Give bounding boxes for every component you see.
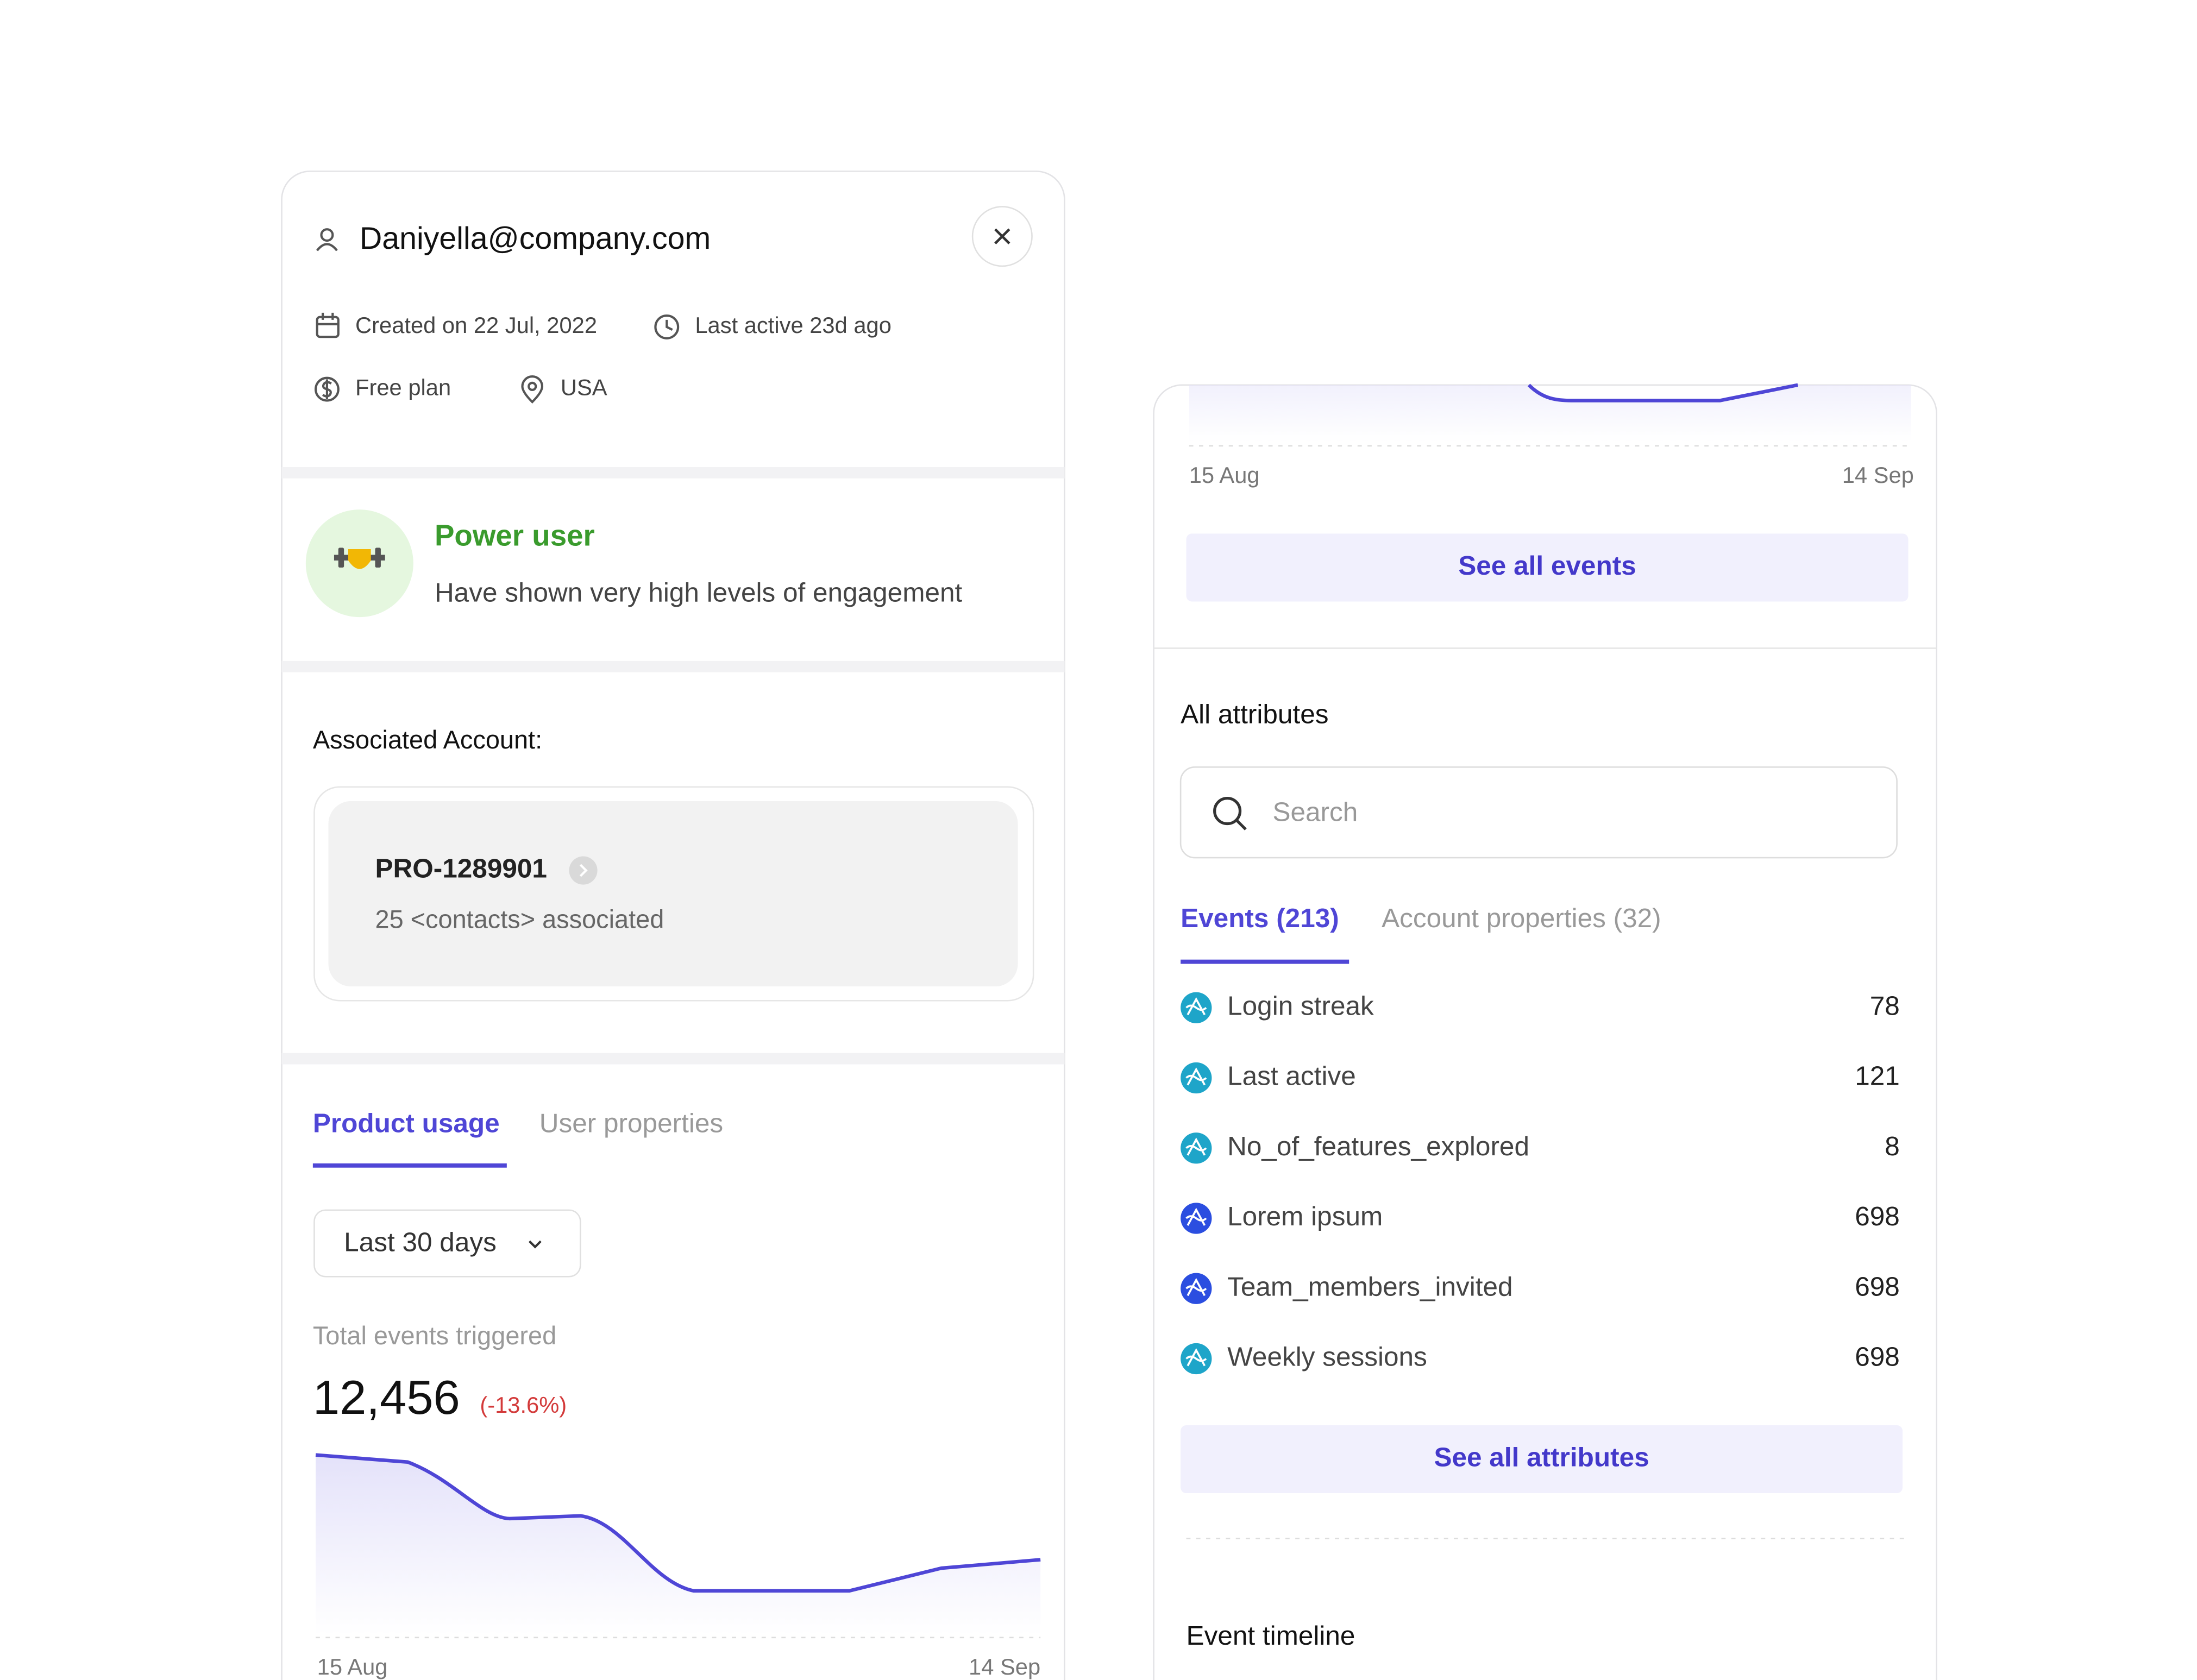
attribute-name: Last active <box>1227 1061 1356 1091</box>
event-glyph <box>1185 1067 1207 1086</box>
close-button[interactable] <box>971 206 1033 267</box>
metric-change: (-13.6%) <box>480 1392 567 1418</box>
metric-value: 12,456 <box>313 1370 460 1424</box>
dropdown-chevron <box>529 1240 542 1249</box>
divider <box>281 660 1065 672</box>
event-glyph <box>1185 1278 1207 1297</box>
chart-end: 14 Sep <box>1842 462 1914 488</box>
attribute-value: 698 <box>1855 1342 1900 1372</box>
attribute-name: No_of_features_explored <box>1227 1131 1529 1161</box>
calendar-icon <box>316 312 340 338</box>
created-date: Created on 22 Jul, 2022 <box>355 312 597 338</box>
divider <box>281 1053 1065 1065</box>
last-active: Last active 23d ago <box>695 312 892 338</box>
plan: Free plan <box>355 375 451 400</box>
tab-underline <box>312 1163 507 1168</box>
see-events-label: See all events <box>1458 551 1636 581</box>
clock-icon <box>654 314 680 339</box>
see-events-button[interactable] <box>1186 533 1909 602</box>
attribute-value: 698 <box>1855 1272 1900 1301</box>
event-glyph <box>1185 997 1207 1016</box>
timeline-heading: Event timeline <box>1187 1621 1355 1651</box>
attribute-name: Weekly sessions <box>1227 1342 1427 1372</box>
badge-description: Have shown very high levels of engagemen… <box>435 577 963 607</box>
email: Daniyella@company.com <box>360 221 711 256</box>
range-label: Last 30 days <box>344 1227 497 1257</box>
see-attributes-button[interactable] <box>1181 1425 1903 1494</box>
dollar-icon <box>314 376 340 402</box>
attribute-name: Login streak <box>1227 991 1374 1021</box>
dumbbell-icon <box>334 548 385 569</box>
search-icon <box>1213 797 1247 830</box>
account-contacts: 25 <contacts> associated <box>375 905 664 934</box>
metric-label: Total events triggered <box>313 1322 556 1350</box>
range-dropdown[interactable] <box>313 1209 581 1278</box>
tab-active[interactable]: Product usage <box>313 1109 500 1138</box>
attribute-value: 8 <box>1885 1131 1900 1161</box>
tab[interactable]: User properties <box>539 1109 723 1138</box>
location: USA <box>561 375 607 400</box>
badge-title: Power user <box>435 519 595 552</box>
chart-start: 15 Aug <box>1189 462 1260 488</box>
see-attributes-label: See all attributes <box>1434 1443 1649 1473</box>
tab-active[interactable]: Events (213) <box>1181 903 1339 933</box>
attribute-value: 121 <box>1855 1061 1900 1091</box>
person-icon <box>316 228 338 251</box>
attributes-heading: All attributes <box>1181 700 1328 729</box>
account-heading: Associated Account: <box>313 726 542 754</box>
attribute-value: 698 <box>1855 1201 1900 1231</box>
search-placeholder: Search <box>1272 797 1358 827</box>
attribute-value: 78 <box>1870 991 1900 1021</box>
chevron-badge <box>569 856 598 885</box>
tab[interactable]: Account properties (32) <box>1382 903 1661 933</box>
chart-line <box>1527 383 1798 402</box>
chart-line <box>315 1453 1041 1593</box>
account-id: PRO-1289901 <box>375 854 547 884</box>
divider <box>281 467 1065 479</box>
chart-start: 15 Aug <box>317 1654 388 1679</box>
event-glyph <box>1185 1348 1207 1367</box>
attributes-card <box>1153 384 1937 1680</box>
search-box[interactable] <box>1179 766 1898 859</box>
attribute-name: Team_members_invited <box>1227 1272 1512 1301</box>
tab-underline <box>1181 959 1349 964</box>
attribute-list: Login streak 78 Last active 121 No_of_featur… <box>1181 991 1900 1375</box>
event-glyph <box>1185 1207 1207 1226</box>
pin-icon <box>521 375 544 404</box>
event-glyph <box>1185 1137 1207 1156</box>
chart-end: 14 Sep <box>969 1654 1040 1679</box>
attribute-name: Lorem ipsum <box>1227 1201 1383 1231</box>
account-inner <box>328 801 1018 987</box>
